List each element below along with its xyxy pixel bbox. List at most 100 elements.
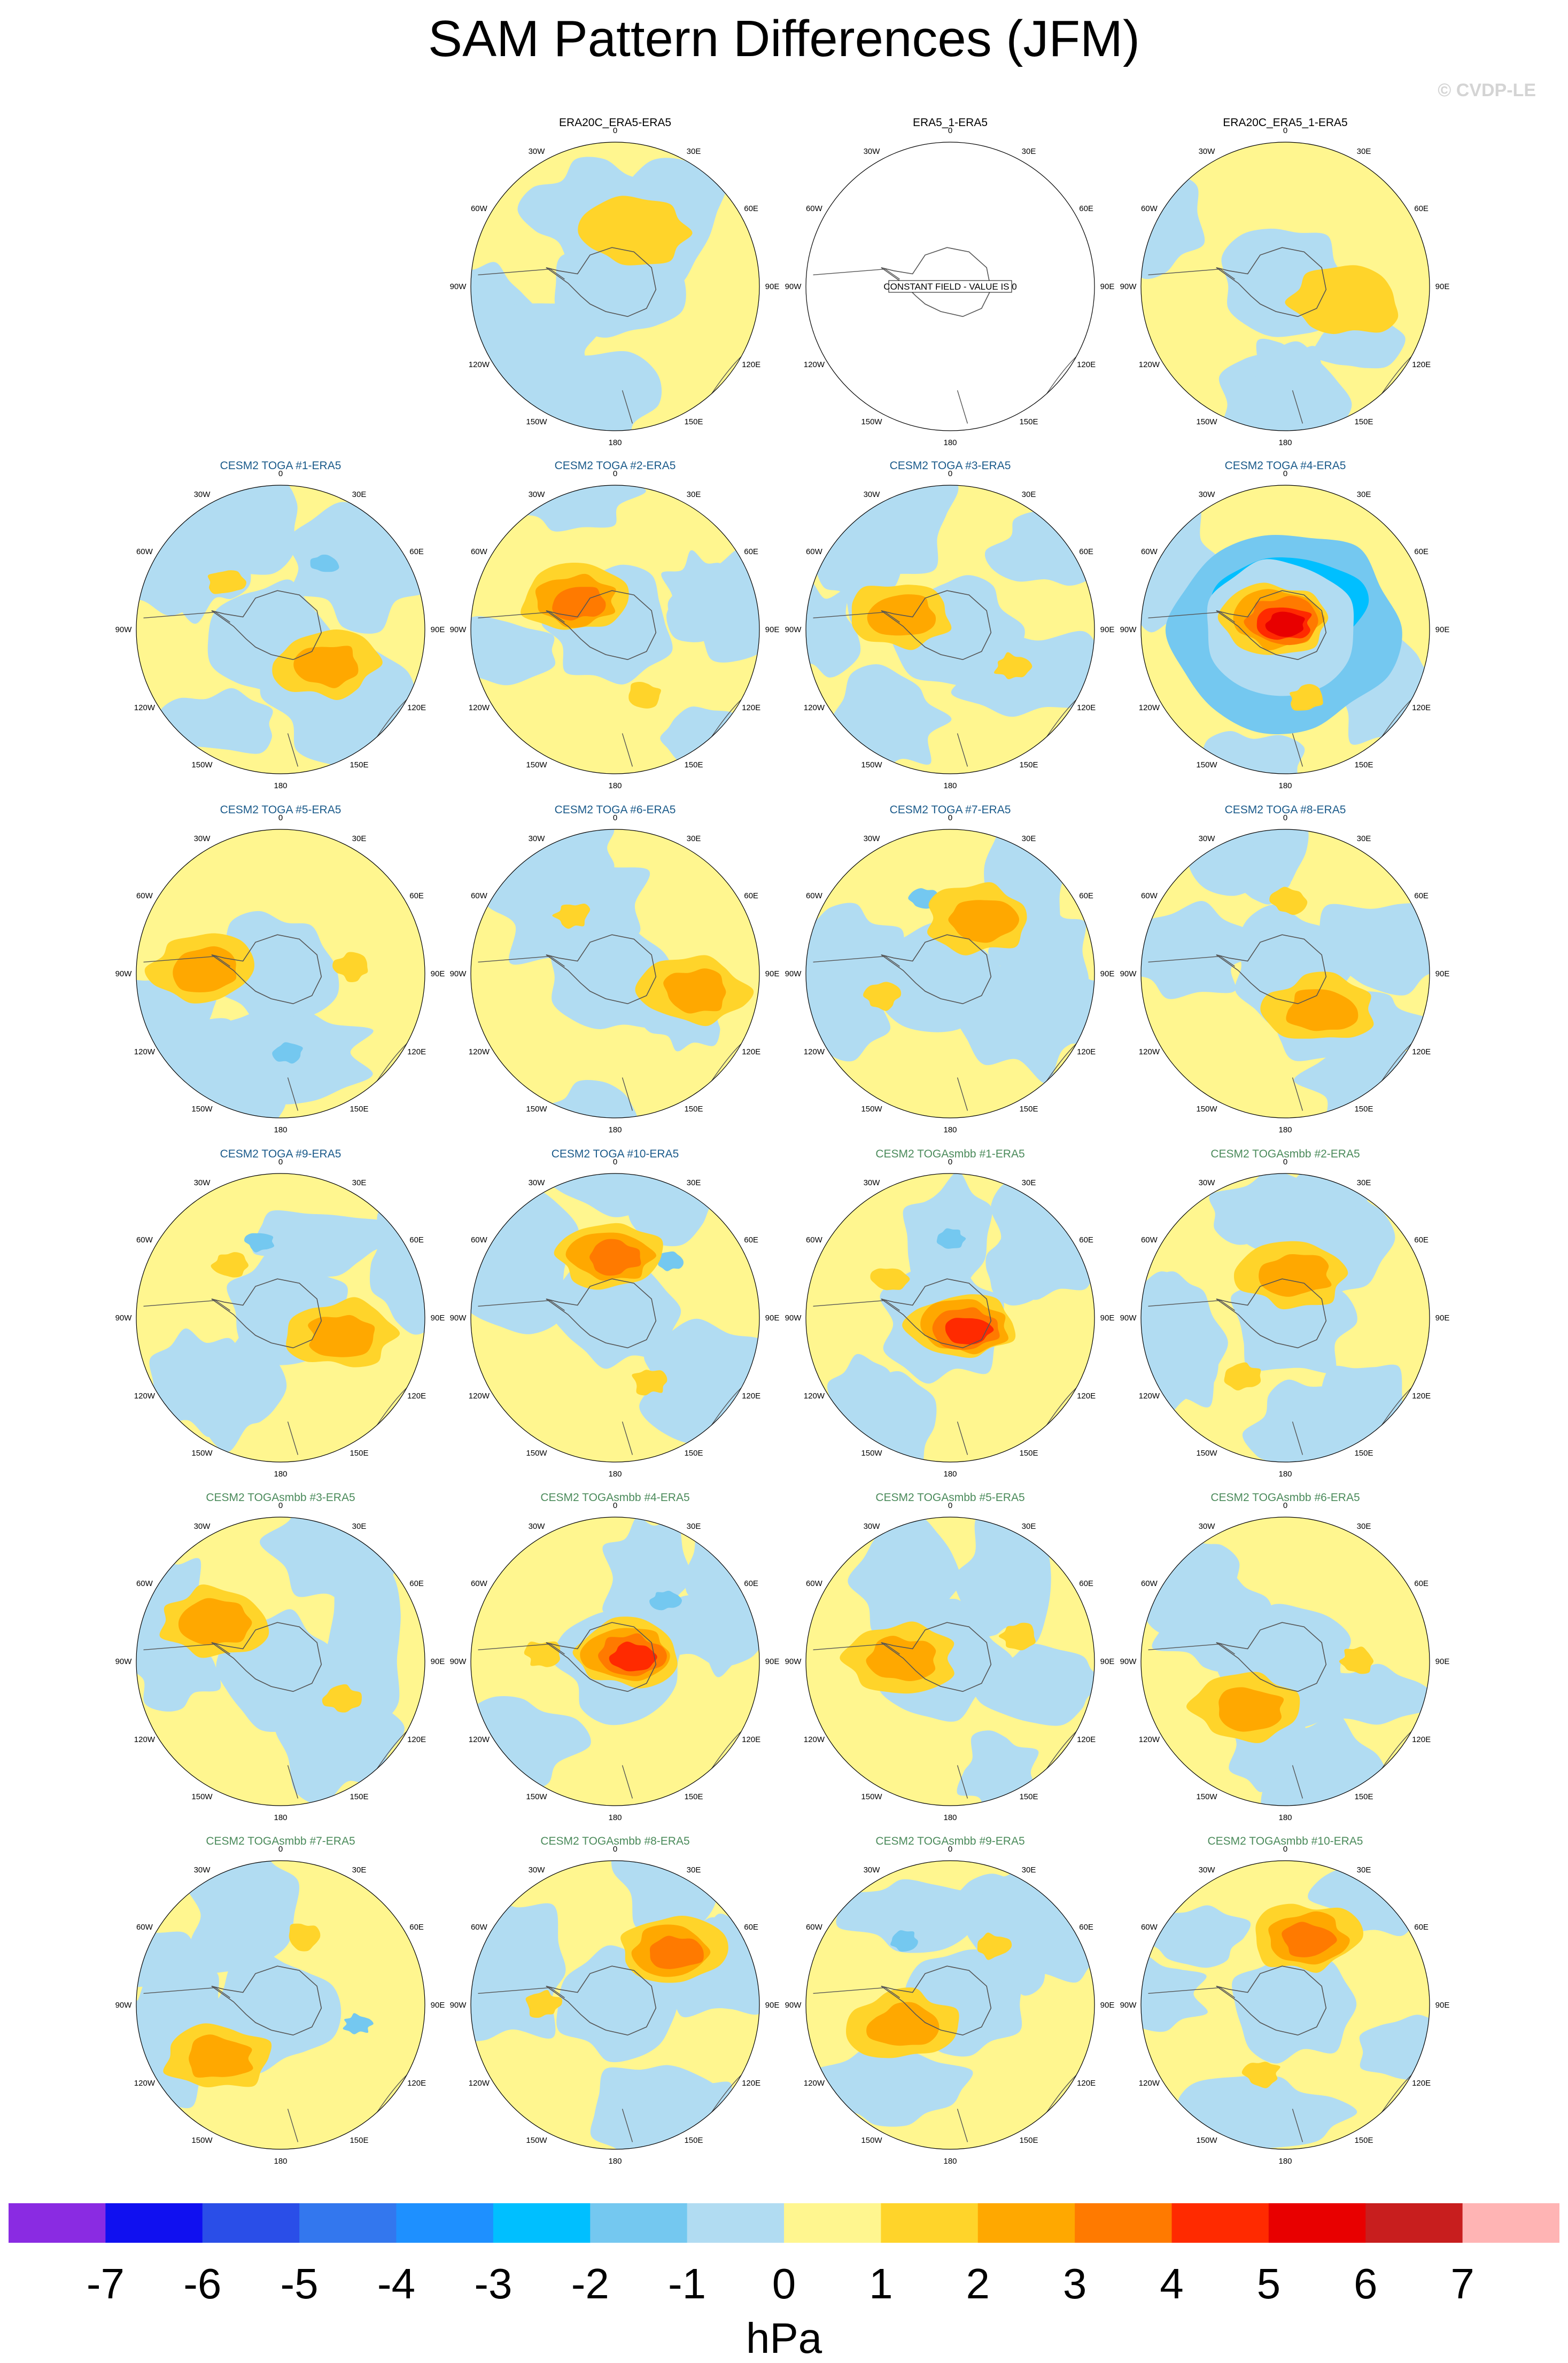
longitude-label: 30E <box>352 490 367 499</box>
south-america-outline <box>143 1643 230 1655</box>
longitude-label: 90W <box>785 1313 802 1323</box>
longitude-label: 180 <box>1278 438 1292 447</box>
longitude-label: 60E <box>1079 1235 1093 1245</box>
longitude-label: 120E <box>1077 703 1096 712</box>
longitude-label: 90E <box>765 969 780 978</box>
new-zealand-outline <box>957 2109 968 2142</box>
contour-field <box>471 1173 759 1462</box>
longitude-label: 0 <box>1283 1501 1287 1510</box>
field-negative <box>1243 1379 1349 1462</box>
field-negative <box>616 1173 729 1247</box>
new-zealand-outline <box>957 1765 968 1799</box>
longitude-label: 120W <box>469 2079 490 2088</box>
contour-field <box>471 485 759 774</box>
antarctica-outline <box>1216 1278 1327 1349</box>
longitude-label: 150E <box>1354 1792 1373 1801</box>
longitude-label: 0 <box>1283 469 1287 478</box>
south-america-outline <box>813 1987 900 1999</box>
longitude-label: 60E <box>1414 1923 1429 1932</box>
colorbar-tick-label: -5 <box>280 2260 319 2307</box>
map-border <box>805 142 1095 431</box>
longitude-label: 60W <box>471 1235 488 1245</box>
longitude-label: 60E <box>409 1923 424 1932</box>
longitude-label: 150W <box>191 2136 213 2145</box>
longitude-label: 120E <box>1412 2079 1431 2088</box>
longitude-label: 0 <box>948 126 952 135</box>
longitude-label: 120W <box>469 1047 490 1056</box>
longitude-label: 150E <box>1354 2136 1373 2145</box>
colorbar-swatch <box>396 2203 494 2243</box>
south-america-outline <box>478 1643 565 1655</box>
longitude-label: 30W <box>194 1865 211 1875</box>
longitude-label: 90E <box>765 282 780 291</box>
longitude-label: 90W <box>115 2001 133 2010</box>
colorbar-swatch <box>881 2203 979 2243</box>
map-border <box>136 1517 425 1806</box>
map-border <box>805 1860 1095 2150</box>
field-positive-max <box>1224 1362 1261 1391</box>
field-negative-strong <box>890 1930 918 1952</box>
colorbar-swatch <box>1171 2203 1269 2243</box>
longitude-label: 60W <box>806 1579 823 1588</box>
longitude-label: 120W <box>1139 1735 1160 1744</box>
map-border <box>805 485 1095 774</box>
colorbar-swatch <box>202 2203 300 2243</box>
longitude-label: 120E <box>1077 1392 1096 1401</box>
new-zealand-outline <box>622 1421 633 1455</box>
longitude-label: 120W <box>469 703 490 712</box>
longitude-label: 180 <box>1278 781 1292 790</box>
panel-title: CESM2 TOGAsmbb #9-ERA5 <box>875 1835 1024 1847</box>
longitude-label: 60E <box>409 891 424 900</box>
longitude-label: 30W <box>194 1522 211 1531</box>
new-zealand-outline <box>287 1421 299 1455</box>
field-negative <box>985 1227 1065 1306</box>
longitude-label: 90E <box>1100 625 1115 634</box>
new-zealand-outline <box>622 1077 633 1111</box>
longitude-label: 60W <box>471 1579 488 1588</box>
longitude-label: 150E <box>1019 760 1038 769</box>
south-america-outline <box>478 611 565 623</box>
longitude-label: 120W <box>804 2079 825 2088</box>
longitude-label: 60E <box>1414 891 1429 900</box>
panel-title: CESM2 TOGAsmbb #6-ERA5 <box>1210 1491 1360 1504</box>
map-border <box>805 829 1095 1118</box>
longitude-label: 180 <box>274 781 287 790</box>
field-positive-max <box>866 1636 936 1682</box>
map-border <box>1140 1517 1430 1806</box>
field-negative <box>1209 1173 1374 1255</box>
contour-field <box>471 829 759 1118</box>
panel-title: ERA20C_ERA5_1-ERA5 <box>1223 116 1347 129</box>
longitude-label: 60W <box>1141 1579 1158 1588</box>
map-border <box>805 1173 1095 1463</box>
field-positive-max <box>977 1932 1012 1960</box>
field-positive-max <box>1282 1922 1337 1957</box>
longitude-label: 120E <box>407 1735 426 1744</box>
longitude-label: 180 <box>943 1470 957 1479</box>
longitude-label: 60E <box>744 1235 758 1245</box>
longitude-label: 180 <box>608 1813 622 1822</box>
longitude-label: 30E <box>1357 1178 1371 1187</box>
longitude-label: 120E <box>1412 1392 1431 1401</box>
longitude-label: 60W <box>806 891 823 900</box>
field-positive-max <box>578 196 693 266</box>
antarctica-outline <box>546 1965 657 2036</box>
colorbar-tick-label: -2 <box>571 2260 609 2307</box>
longitude-label: 60E <box>409 1579 424 1588</box>
field-negative-strong <box>272 1042 303 1064</box>
contour-field <box>471 1861 759 2149</box>
map-border <box>470 829 760 1118</box>
longitude-label: 60E <box>1079 547 1093 556</box>
field-positive-max <box>1339 1646 1374 1674</box>
longitude-label: 0 <box>613 1845 617 1854</box>
longitude-label: 180 <box>274 1470 287 1479</box>
new-zealand-outline <box>622 1765 633 1799</box>
field-positive-max <box>993 652 1033 680</box>
longitude-label: 180 <box>274 2157 287 2166</box>
longitude-label: 90W <box>115 1313 133 1323</box>
longitude-label: 0 <box>278 469 283 478</box>
longitude-label: 120W <box>134 1047 156 1056</box>
